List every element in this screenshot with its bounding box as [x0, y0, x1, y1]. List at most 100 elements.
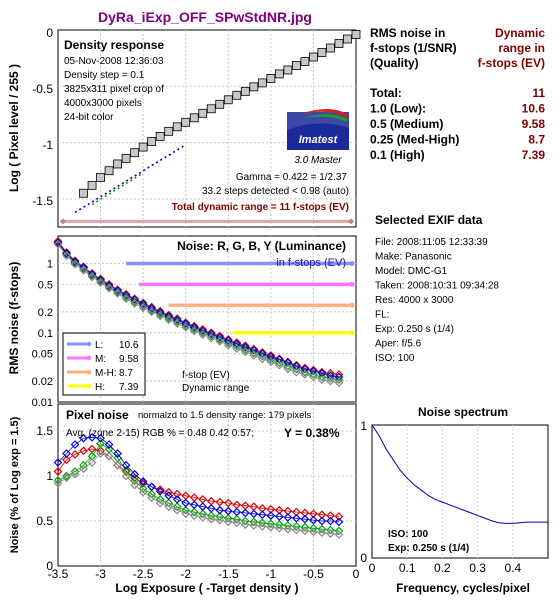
pixnoise-point-Y-27 — [283, 524, 293, 534]
pixnoise-point-R-1 — [62, 455, 71, 465]
pixnoise-point-G-9 — [130, 476, 139, 485]
noise-point-B-24 — [257, 349, 267, 358]
noise-point-Y-14 — [172, 319, 182, 328]
noise-legend: L: 10.6 M: 9.58M-H: 8.7 H: 7.39 — [62, 332, 146, 396]
density-info-0: 05-Nov-2008 12:36:03 — [64, 56, 164, 67]
spectrum-exp: Exp: 0.250 s (1/4) — [388, 543, 469, 554]
gamma-text: Gamma = 0.422 = 1/2.37 — [236, 172, 348, 183]
noise-point-B-33 — [334, 372, 344, 382]
legend-label-2: M-H: — [95, 368, 117, 379]
pixnoise-xtick-4: -1.5 — [218, 567, 239, 581]
exif-row-6: Exp: 0.250 s (1/4) — [375, 324, 454, 335]
density-step-7 — [138, 142, 148, 152]
density-info-3: 4000x3000 pixels — [64, 98, 142, 109]
pixnoise-point-R-8 — [121, 467, 131, 476]
rms-row-label-4: 0.1 (High) — [370, 148, 425, 162]
density-info-1: Density step = 0.1 — [64, 70, 145, 81]
noise-point-Y-32 — [326, 376, 335, 386]
noise-point-Y-1 — [62, 251, 71, 261]
density-step-16 — [215, 99, 225, 109]
spectrum-panel: Noise spectrum ISO: 100 Exp: 0.250 s (1/… — [360, 405, 549, 595]
threshold-end-0 — [349, 261, 355, 267]
density-step-14 — [198, 108, 208, 118]
pixnoise-point-Y-29 — [300, 526, 310, 536]
pixnoise-point-Y-32 — [326, 529, 335, 538]
legend-label-0: L: — [95, 340, 103, 351]
noise-series-B — [57, 242, 340, 378]
density-ytick-1: -0.5 — [32, 82, 53, 96]
noise-point-Y-18 — [206, 333, 216, 343]
rms-row-value-3: 8.7 — [528, 133, 545, 147]
noise-point-Y-27 — [283, 364, 293, 374]
total-range-text: Total dynamic range = 11 f-stops (EV) — [172, 202, 349, 213]
rms-head-left-0: RMS noise in — [370, 26, 445, 40]
pixnoise-point-Y-25 — [266, 522, 276, 532]
pixnoise-point-Y-8 — [121, 471, 131, 481]
density-step-22 — [266, 74, 276, 83]
pixnoise-point-B-21 — [232, 507, 242, 517]
steps-text: 33.2 steps detected < 0.98 (auto) — [202, 186, 349, 197]
density-step-9 — [155, 131, 165, 141]
pixnoise-point-Y-16 — [189, 511, 199, 520]
pixnoise-point-Y-0 — [53, 478, 63, 488]
pixnoise-point-R-33 — [334, 512, 344, 521]
rms-row-value-0: 11 — [532, 86, 545, 100]
noise-ytick-1: 0.5 — [38, 279, 53, 291]
pixnoise-point-Y-24 — [257, 522, 267, 531]
pixnoise-point-Y-5 — [96, 449, 105, 458]
noise-point-Y-16 — [189, 326, 199, 336]
noise-ytick-5: 0.02 — [32, 376, 53, 388]
legend-label-3: H: — [95, 382, 105, 393]
legend-dot-3 — [86, 383, 92, 389]
pixnoise-point-Y-31 — [317, 528, 327, 538]
density-step-3 — [104, 166, 114, 176]
pixnoise-xtick-3: -2 — [180, 567, 191, 581]
noise-ytick-3: 0.1 — [38, 328, 53, 340]
pixel-noise-marks — [53, 432, 344, 539]
exif-block: Selected EXIF data File: 2008:11:05 12:3… — [375, 213, 499, 364]
pixnoise-series-B — [57, 436, 340, 523]
pixnoise-point-B-20 — [223, 506, 233, 516]
pixnoise-point-Y-21 — [232, 518, 242, 528]
pixnoise-point-G-2 — [70, 467, 80, 476]
noise-ytick-6: 0.01 — [32, 397, 53, 409]
pixnoise-series-G — [57, 443, 340, 532]
density-fit-line-1 — [91, 172, 144, 206]
noise-fstop-subtitle: in f-stops (EV) — [276, 257, 346, 269]
noise-point-Y-2 — [70, 259, 80, 269]
noise-point-Y-11 — [147, 307, 157, 317]
density-range-end-1 — [348, 218, 354, 225]
exif-row-1: Make: Panasonic — [375, 252, 452, 263]
pixnoise-point-R-2 — [70, 450, 80, 459]
figure-title: DyRa_iExp_OFF_SPwStdNR.jpg — [98, 9, 312, 25]
pixnoise-point-B-32 — [326, 516, 335, 526]
pixnoise-point-B-23 — [249, 509, 259, 519]
exif-row-4: Res: 4000 x 3000 — [375, 295, 454, 306]
spectrum-marks — [371, 424, 548, 524]
exif-row-8: ISO: 100 — [375, 353, 415, 364]
pixnoise-point-Y-15 — [181, 509, 191, 519]
density-range-end-0 — [60, 218, 66, 225]
pixnoise-point-B-14 — [172, 495, 182, 504]
pixnoise-point-B-12 — [155, 486, 165, 496]
density-step-27 — [309, 52, 318, 62]
noise-point-Y-10 — [138, 303, 148, 313]
noise-point-R-10 — [138, 298, 148, 308]
density-step-10 — [164, 126, 174, 136]
noise-point-B-0 — [53, 238, 63, 248]
pixnoise-point-G-0 — [53, 476, 63, 485]
density-fit-line-0 — [74, 144, 187, 214]
pixnoise-point-Y-22 — [240, 520, 250, 529]
noise-point-Y-13 — [164, 315, 174, 325]
pixnoise-point-R-19 — [215, 497, 225, 507]
pixnoise-ytick-2: 0.5 — [36, 514, 53, 528]
pixnoise-ytick-1: 1 — [46, 469, 53, 483]
exif-title: Selected EXIF data — [375, 213, 483, 227]
pixel-noise-title: Pixel noise — [66, 408, 129, 422]
pixnoise-point-Y-1 — [62, 473, 71, 483]
noise-point-B-26 — [275, 355, 284, 364]
pixnoise-point-B-3 — [79, 433, 88, 443]
density-ytick-2: -1 — [42, 138, 53, 152]
legend-dot-1 — [86, 355, 92, 361]
logo-text: Imatest — [299, 134, 339, 146]
